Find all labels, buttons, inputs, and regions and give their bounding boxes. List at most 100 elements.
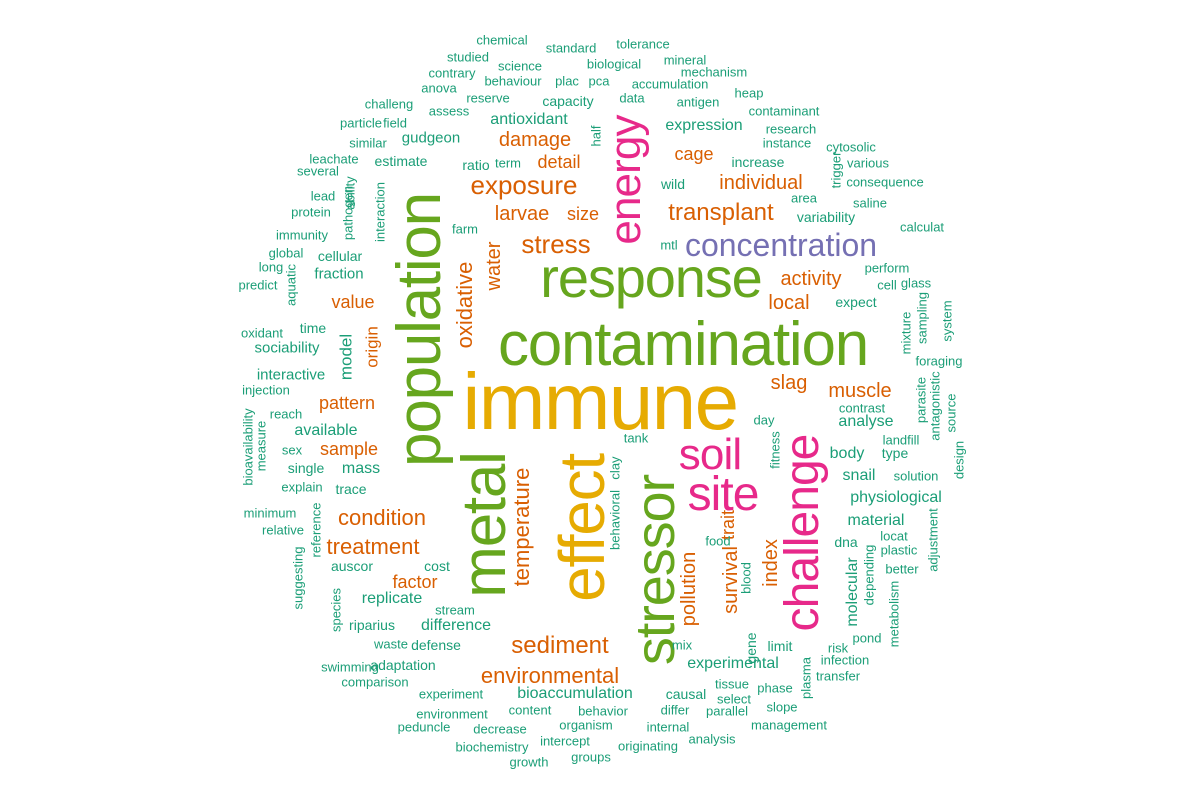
word-temperature: temperature: [509, 467, 534, 587]
word-antioxidant: antioxidant: [490, 111, 568, 128]
word-experiment: experiment: [418, 686, 484, 702]
word-organism: organism: [559, 717, 613, 733]
word-antigen: antigen: [676, 94, 720, 110]
word-system: system: [939, 300, 955, 342]
word-infection: infection: [820, 652, 870, 668]
word-source: source: [943, 393, 959, 433]
word-trigger: trigger: [828, 151, 844, 189]
word-pattern: pattern: [318, 393, 376, 413]
word-differ: differ: [660, 702, 690, 718]
word-similar: similar: [349, 135, 387, 151]
word-foraging: foraging: [915, 353, 963, 369]
word-metal: metal: [450, 452, 519, 598]
word-contaminant: contaminant: [748, 103, 820, 119]
word-exposure: exposure: [470, 170, 578, 200]
word-intercept: intercept: [540, 733, 590, 749]
word-calculat: calculat: [899, 219, 945, 235]
word-predict: predict: [238, 277, 278, 293]
word-instance: instance: [762, 135, 812, 151]
word-chemical: chemical: [476, 32, 528, 48]
word-sediment: sediment: [511, 632, 609, 659]
word-index: index: [760, 539, 782, 587]
word-slag: slag: [770, 372, 808, 394]
word-landfill: landfill: [882, 432, 920, 448]
word-clay: clay: [607, 456, 623, 480]
word-challeng: challeng: [364, 96, 414, 112]
word-studied: studied: [447, 49, 489, 65]
word-assess: assess: [428, 103, 470, 119]
word-term: term: [495, 155, 521, 171]
word-tissue: tissue: [715, 676, 749, 692]
word-ratio: ratio: [462, 157, 490, 173]
word-experimental: experimental: [687, 655, 779, 672]
word-mineral: mineral: [663, 52, 707, 68]
word-parasite: parasite: [913, 376, 929, 424]
word-plac: plac: [555, 73, 579, 89]
word-condition: condition: [337, 505, 427, 530]
word-sample: sample: [319, 439, 379, 459]
word-cell: cell: [877, 277, 897, 293]
word-pollution: pollution: [678, 551, 700, 627]
word-water: water: [483, 241, 505, 291]
word-select: select: [717, 691, 751, 707]
word-sociability: sociability: [254, 339, 320, 357]
word-groups: groups: [571, 749, 611, 765]
word-origin: origin: [362, 326, 382, 368]
word-day: day: [753, 412, 775, 428]
word-population: population: [385, 193, 454, 467]
word-various: various: [847, 155, 889, 171]
word-sampling: sampling: [914, 291, 930, 345]
word-content: content: [508, 702, 552, 718]
word-antagonistic: antagonistic: [927, 371, 943, 441]
word-single: single: [287, 460, 325, 476]
word-mass: mass: [341, 460, 381, 477]
word-cellular: cellular: [317, 248, 363, 264]
word-reach: reach: [269, 406, 303, 422]
word-fitness: fitness: [767, 431, 783, 469]
word-relative: relative: [262, 522, 304, 538]
word-adjustment: adjustment: [925, 508, 941, 572]
word-adaptation: adaptation: [370, 657, 436, 673]
word-comparison: comparison: [341, 674, 409, 690]
word-global: global: [268, 245, 304, 261]
word-environment: environment: [416, 706, 488, 722]
word-energy: energy: [601, 115, 650, 245]
word-analysis: analysis: [688, 731, 736, 747]
word-pca: pca: [588, 73, 610, 89]
word-available: available: [294, 422, 358, 439]
word-measure: measure: [253, 420, 269, 472]
word-peduncle: peduncle: [397, 719, 451, 735]
word-phase: phase: [757, 680, 793, 696]
word-originating: originating: [618, 738, 678, 754]
word-standard: standard: [545, 40, 597, 56]
word-biological: biological: [586, 56, 642, 72]
word-replicate: replicate: [361, 590, 423, 607]
word-pathogen: pathogen: [340, 185, 356, 241]
word-risk: risk: [827, 640, 849, 656]
word-oxidative: oxidative: [452, 261, 477, 349]
word-causal: causal: [665, 686, 707, 702]
word-reference: reference: [308, 502, 324, 558]
word-plastic: plastic: [880, 542, 918, 558]
word-swimming: swimming: [321, 659, 379, 675]
word-bioaccumulation: bioaccumulation: [517, 685, 633, 702]
word-treatment: treatment: [326, 534, 420, 559]
word-half: half: [588, 125, 604, 147]
word-estimate: estimate: [374, 153, 428, 169]
word-material: material: [847, 512, 905, 529]
word-better: better: [885, 561, 919, 577]
word-biochemistry: biochemistry: [455, 739, 529, 755]
word-analyse: analyse: [838, 413, 894, 430]
word-parallel: parallel: [706, 703, 748, 719]
word-oxidant: oxidant: [241, 325, 283, 341]
word-accumulation: accumulation: [631, 76, 709, 92]
word-contrast: contrast: [838, 400, 886, 416]
word-defense: defense: [411, 637, 461, 653]
word-metabolism: metabolism: [886, 580, 902, 648]
word-molecular: molecular: [844, 557, 861, 627]
word-tolerance: tolerance: [616, 36, 670, 52]
word-dna: dna: [834, 534, 858, 550]
word-management: management: [751, 717, 827, 733]
word-glass: glass: [900, 275, 932, 291]
